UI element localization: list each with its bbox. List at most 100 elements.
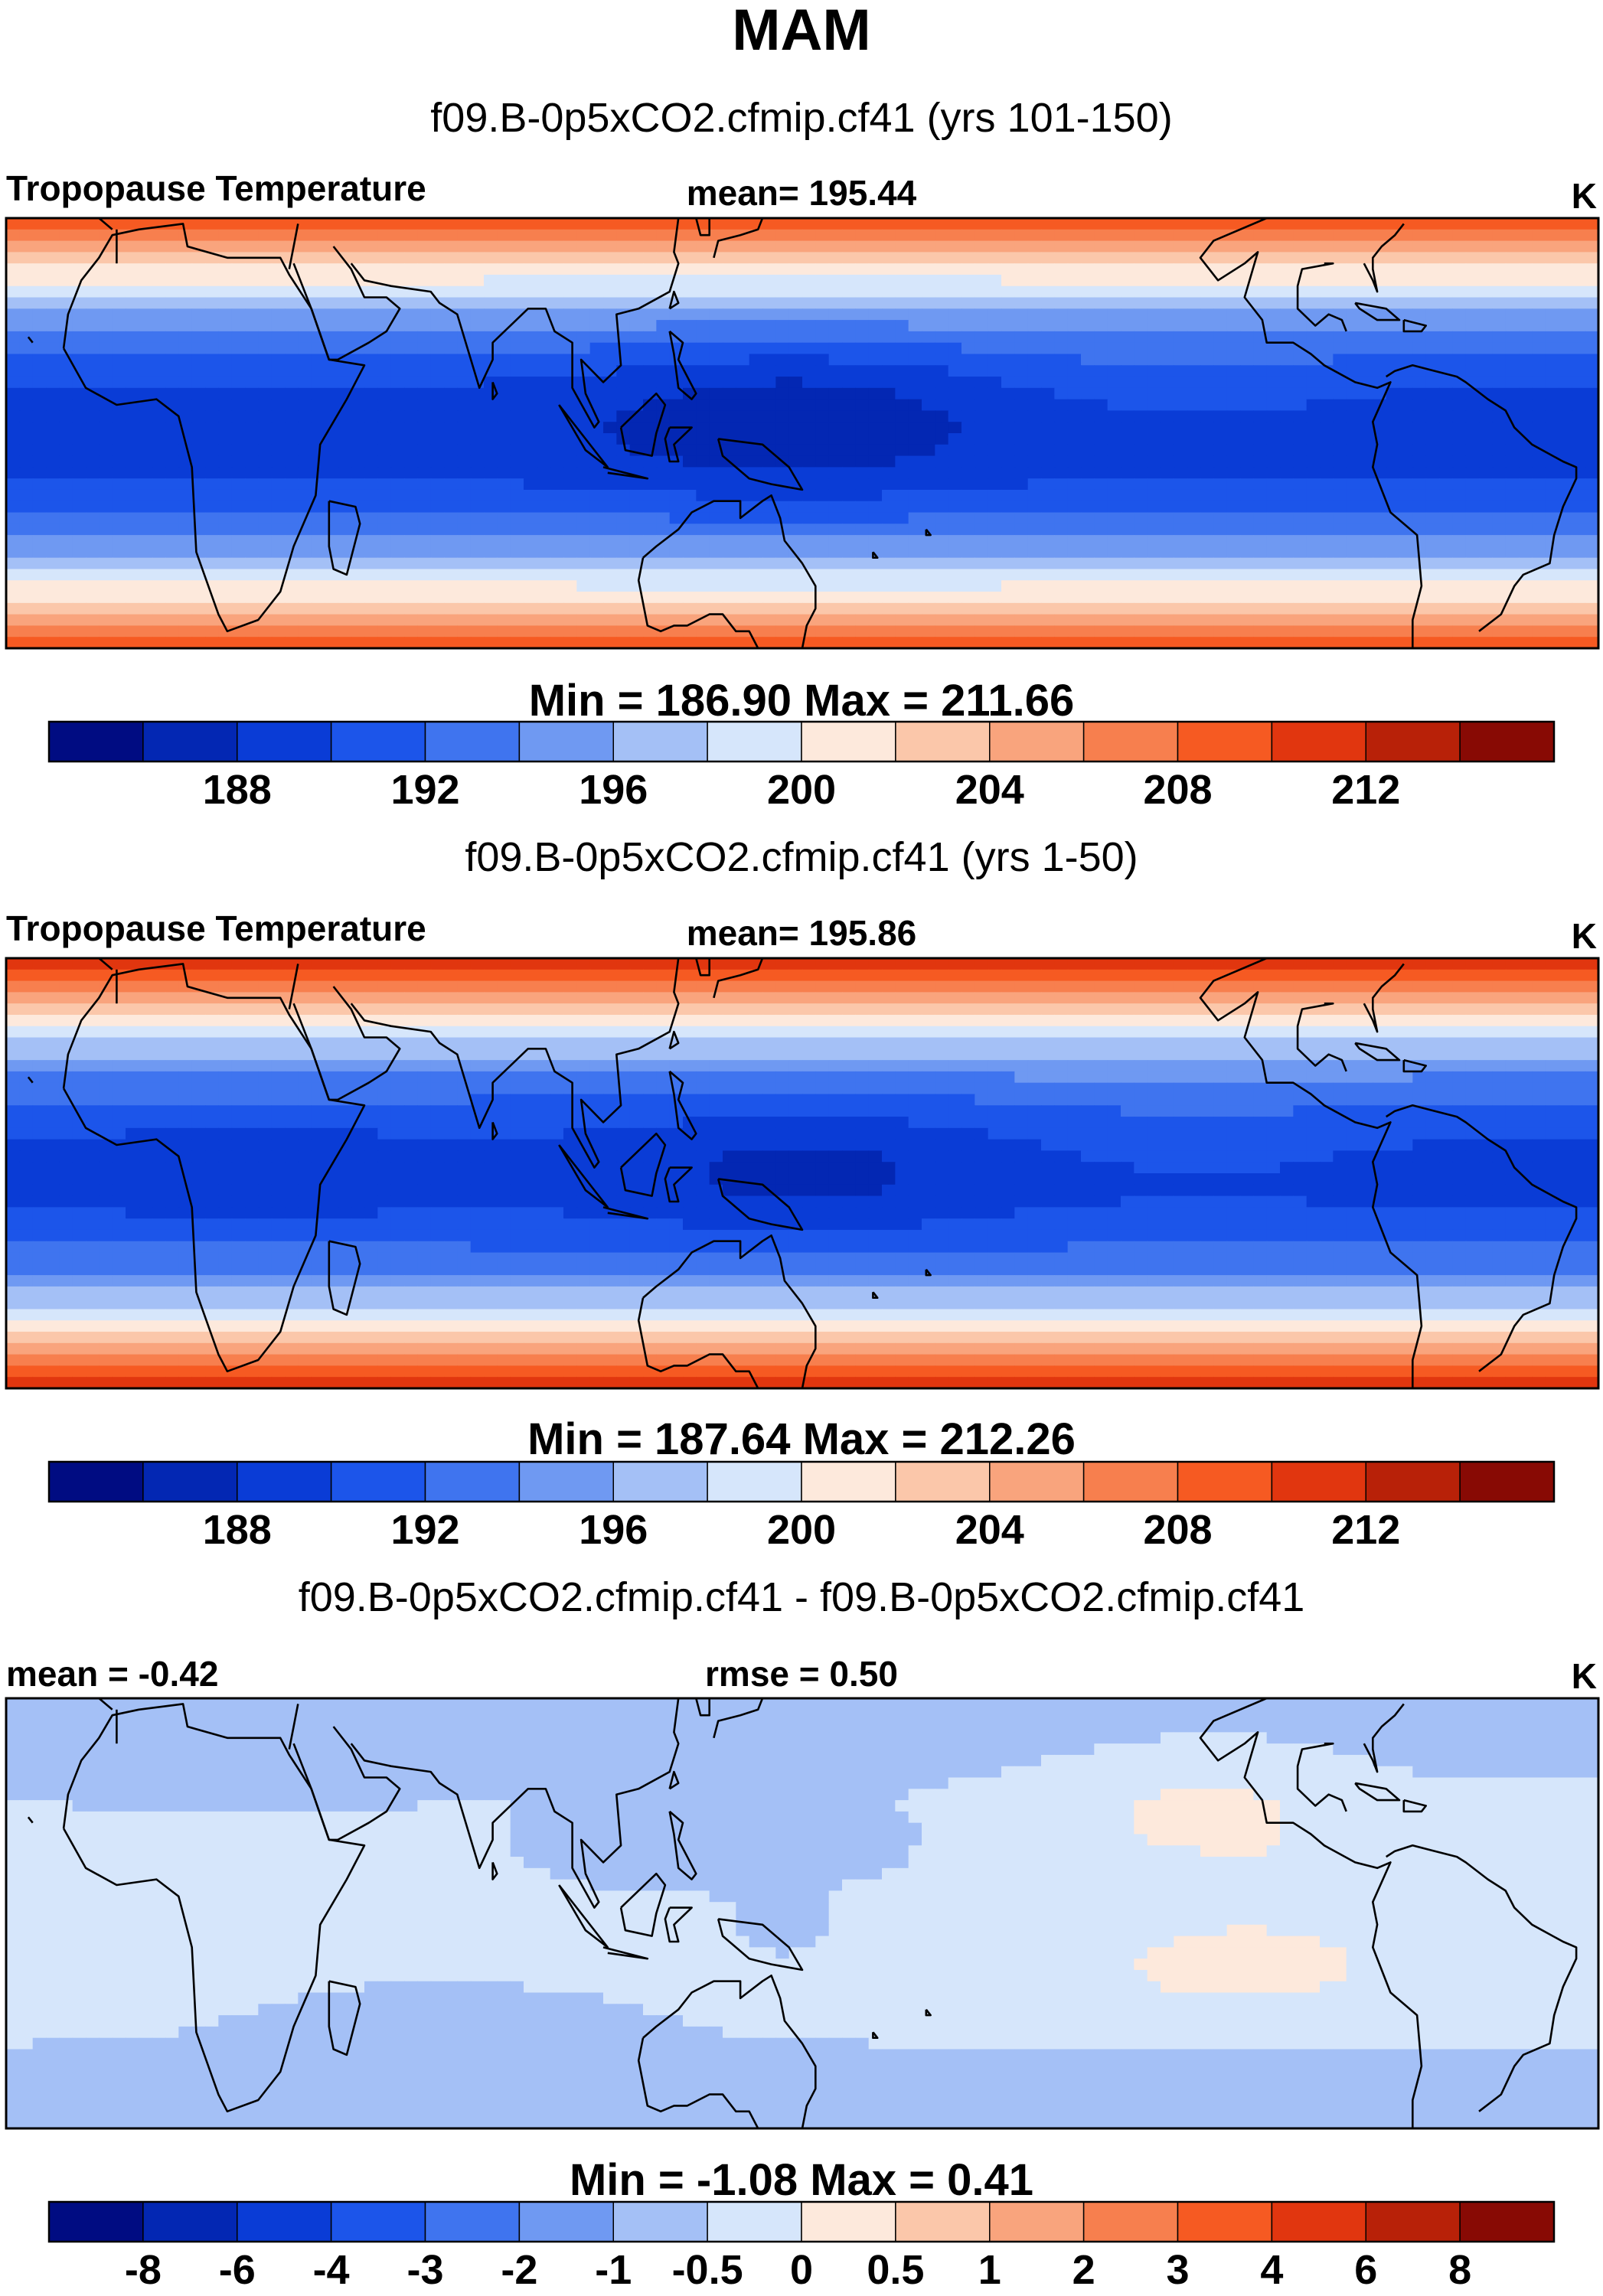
field-cell: [696, 274, 710, 287]
field-cell: [550, 297, 564, 310]
field-cell: [815, 444, 830, 457]
field-cell: [1479, 569, 1494, 581]
field-cell: [298, 331, 312, 344]
field-cell: [603, 240, 618, 253]
field-cell: [510, 240, 524, 253]
field-cell: [1027, 308, 1042, 321]
field-cell: [1200, 229, 1215, 242]
field-cell: [470, 501, 485, 514]
field-cell: [1559, 218, 1573, 230]
field-cell: [112, 512, 126, 525]
field-cell: [165, 320, 180, 332]
field-cell: [922, 377, 936, 389]
field-cell: [126, 263, 140, 276]
field-cell: [723, 240, 737, 253]
field-cell: [1014, 218, 1029, 230]
field-cell: [908, 637, 922, 648]
field-cell: [1532, 546, 1546, 559]
field-cell: [1067, 218, 1082, 230]
field-cell: [1014, 399, 1029, 412]
field-cell: [669, 592, 684, 604]
field-cell: [59, 592, 73, 604]
field-cell: [1174, 501, 1188, 514]
field-cell: [1386, 523, 1400, 536]
field-cell: [390, 467, 405, 479]
field-cell: [1399, 467, 1414, 479]
field-cell: [935, 569, 949, 581]
field-cell: [802, 958, 817, 970]
field-cell: [1001, 535, 1016, 547]
field-cell: [1041, 444, 1056, 457]
field-cell: [961, 410, 976, 422]
field-cell: [510, 218, 524, 230]
field-cell: [1107, 637, 1121, 648]
field-cell: [59, 569, 73, 581]
field-cell: [975, 410, 989, 422]
field-cell: [1041, 354, 1056, 366]
field-cell: [683, 331, 697, 344]
field-cell: [430, 365, 445, 377]
field-cell: [325, 399, 339, 412]
field-cell: [457, 489, 472, 502]
field-cell: [1412, 580, 1427, 592]
field-cell: [457, 229, 472, 242]
field-cell: [988, 489, 1002, 502]
field-cell: [1187, 422, 1201, 434]
field-cell: [828, 958, 843, 970]
field-cell: [1014, 969, 1029, 982]
field-cell: [1333, 614, 1347, 627]
field-cell: [975, 285, 989, 298]
field-cell: [99, 478, 113, 491]
field-cell: [191, 625, 206, 638]
field-cell: [1174, 980, 1188, 993]
field-cell: [762, 546, 777, 559]
field-cell: [1027, 229, 1042, 242]
field-cell: [1161, 980, 1175, 993]
field-cell: [46, 980, 60, 993]
field-cell: [788, 501, 803, 514]
field-cell: [417, 365, 432, 377]
field-cell: [46, 365, 60, 377]
field-cell: [377, 592, 392, 604]
field-cell: [1200, 422, 1215, 434]
field-cell: [1187, 387, 1201, 400]
field-cell: [86, 546, 100, 559]
field-cell: [828, 637, 843, 648]
field-cell: [72, 422, 87, 434]
field-cell: [497, 602, 511, 615]
field-cell: [975, 592, 989, 604]
field-cell: [404, 969, 419, 982]
field-cell: [338, 467, 352, 479]
field-cell: [775, 274, 790, 287]
field-cell: [1545, 637, 1559, 648]
field-cell: [497, 478, 511, 491]
field-cell: [258, 523, 273, 536]
field-cell: [709, 614, 723, 627]
field-cell: [271, 455, 286, 468]
field-cell: [1187, 455, 1201, 468]
field-cell: [46, 592, 60, 604]
field-cell: [762, 580, 777, 592]
field-cell: [1465, 308, 1480, 321]
field-cell: [908, 444, 922, 457]
field-cell: [1320, 546, 1334, 559]
field-cell: [961, 969, 976, 982]
field-cell: [1014, 240, 1029, 253]
field-cell: [1147, 365, 1161, 377]
field-cell: [868, 625, 883, 638]
field-cell: [1293, 399, 1308, 412]
field-cell: [855, 410, 870, 422]
field-cell: [1240, 263, 1255, 276]
field-cell: [1293, 980, 1308, 993]
field-cell: [975, 320, 989, 332]
field-cell: [709, 285, 723, 298]
field-cell: [1412, 308, 1427, 321]
field-cell: [1240, 489, 1255, 502]
field-cell: [815, 377, 830, 389]
field-cell: [338, 602, 352, 615]
field-cell: [1187, 229, 1201, 242]
field-cell: [311, 410, 325, 422]
field-cell: [417, 444, 432, 457]
field-cell: [1492, 535, 1507, 547]
field-cell: [669, 535, 684, 547]
